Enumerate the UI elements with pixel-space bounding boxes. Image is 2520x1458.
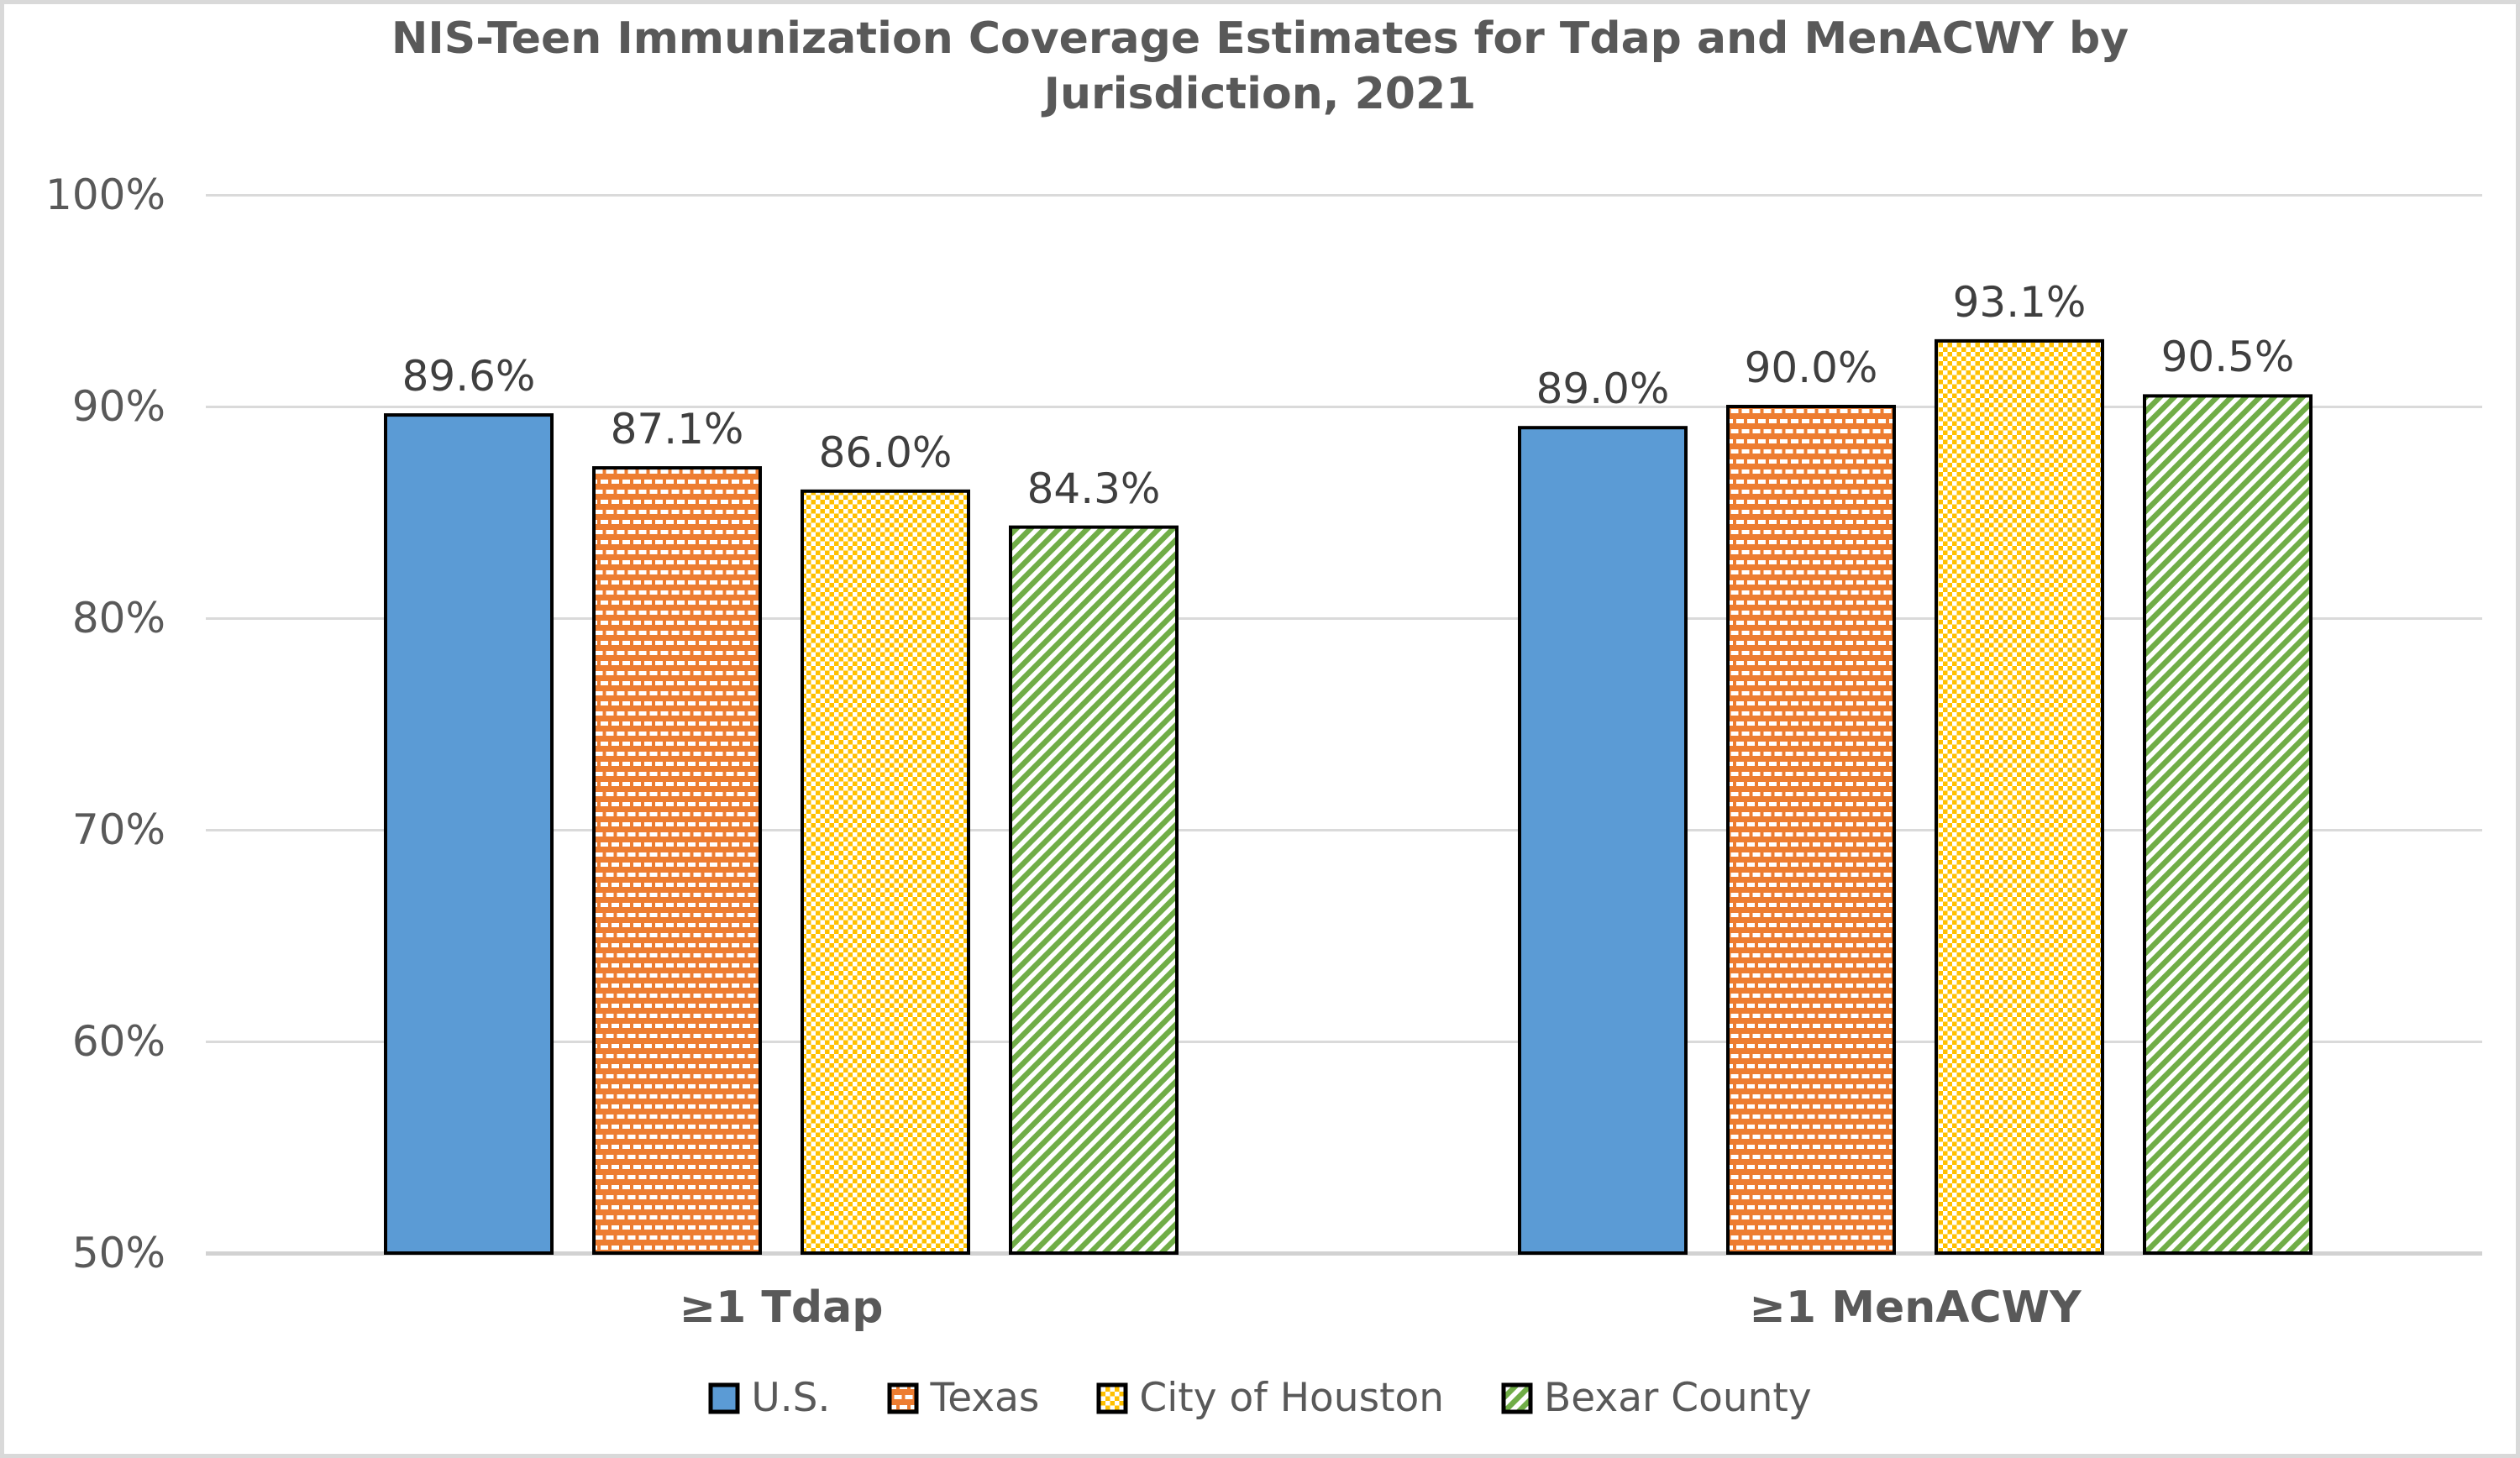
y-tick-label-60: 60% — [71, 1017, 165, 1066]
y-tick-label-90: 90% — [71, 382, 165, 431]
legend-item-texas: Texas — [887, 1375, 1039, 1421]
gridline-90 — [206, 406, 2482, 408]
y-tick-label-70: 70% — [71, 805, 165, 854]
bars-layer — [384, 338, 2313, 1255]
legend-swatch-u-s — [708, 1382, 740, 1414]
legend-label-bexar-county: Bexar County — [1544, 1375, 1812, 1421]
legend-label-u-s: U.S. — [751, 1375, 831, 1421]
plot-area: 89.6% 87.1% 86.0% 84.3% 89.0% 90.0% 93.1% 90.5% — [206, 194, 2482, 1256]
y-axis: 50% 60% 70% 80% 90% 100% — [4, 4, 165, 1454]
data-label-bexar-county-1-menacwy: 90.5% — [2160, 333, 2295, 382]
legend: U.S. Texas City of Houston Bexar County — [4, 1375, 2516, 1421]
data-label-texas-1-menacwy: 90.0% — [1744, 344, 1878, 392]
y-tick-label-80: 80% — [71, 594, 165, 642]
data-label-u-s-1-menacwy: 89.0% — [1536, 364, 1670, 414]
category-label-1-menacwy: ≥1 MenACWY — [1749, 1282, 2082, 1333]
chart-title: NIS-Teen Immunization Coverage Estimates… — [391, 13, 2129, 119]
legend-swatch-texas — [887, 1382, 919, 1414]
bar-texas-1-menacwy — [1726, 405, 1896, 1255]
bar-texas-1-tdap — [592, 466, 762, 1255]
gridline-80 — [206, 617, 2482, 620]
data-label-city-of-houston-1-menacwy: 93.1% — [1952, 277, 2087, 327]
bar-city-of-houston-1-menacwy — [1935, 338, 2104, 1255]
bar-u-s-1-menacwy — [1518, 426, 1688, 1255]
bar-u-s-1-tdap — [384, 413, 554, 1255]
gridline-60 — [206, 1041, 2482, 1043]
x-axis-line — [206, 1251, 2482, 1256]
bar-city-of-houston-1-tdap — [801, 489, 970, 1255]
bar-bexar-county-1-menacwy — [2143, 394, 2313, 1255]
data-label-bexar-county-1-tdap: 84.3% — [1026, 464, 1161, 513]
legend-item-u-s: U.S. — [708, 1375, 830, 1421]
y-tick-label-100: 100% — [45, 170, 165, 219]
gridline-100 — [206, 194, 2482, 197]
data-label-u-s-1-tdap: 89.6% — [402, 352, 536, 401]
legend-label-texas: Texas — [930, 1375, 1040, 1421]
legend-label-city-of-houston: City of Houston — [1139, 1375, 1445, 1421]
legend-item-bexar-county: Bexar County — [1501, 1375, 1812, 1421]
gridline-70 — [206, 829, 2482, 831]
legend-swatch-bexar-county — [1501, 1382, 1533, 1414]
bar-bexar-county-1-tdap — [1009, 525, 1179, 1255]
data-label-city-of-houston-1-tdap: 86.0% — [818, 427, 953, 477]
category-label-1-tdap: ≥1 Tdap — [679, 1282, 884, 1333]
y-tick-label-50: 50% — [71, 1229, 165, 1277]
data-label-texas-1-tdap: 87.1% — [610, 405, 744, 454]
legend-item-city-of-houston: City of Houston — [1096, 1375, 1444, 1421]
legend-swatch-city-of-houston — [1096, 1382, 1128, 1414]
